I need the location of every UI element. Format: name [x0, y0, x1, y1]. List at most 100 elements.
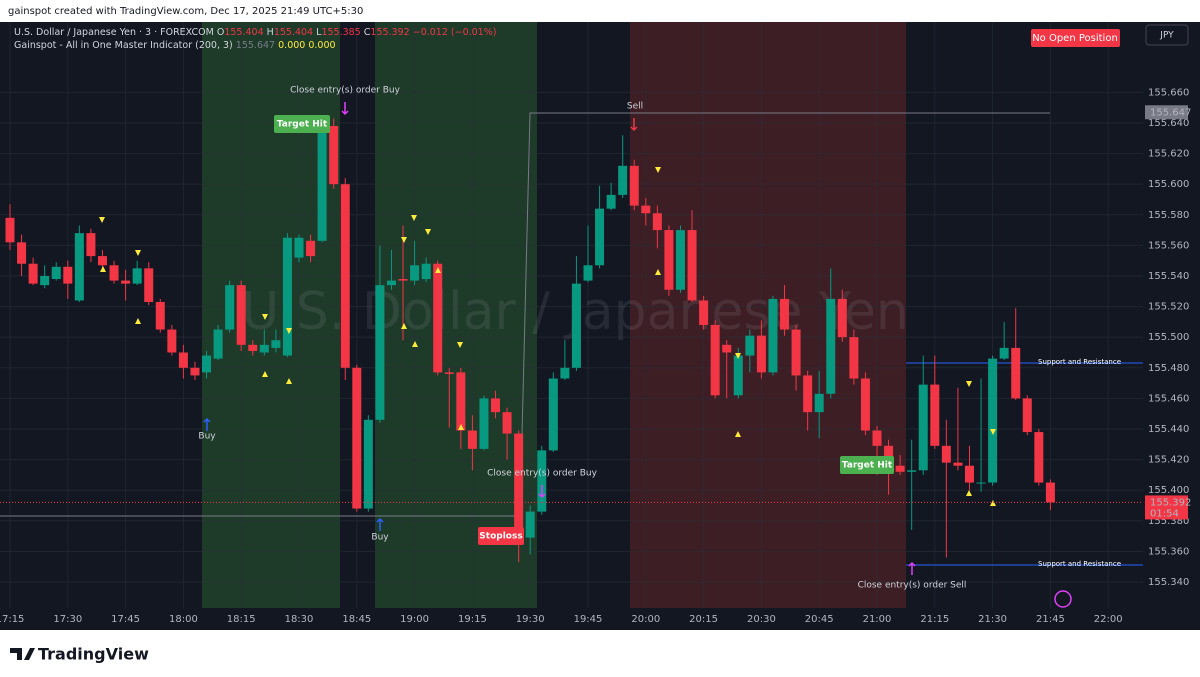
- candle-body: [884, 445, 894, 466]
- candle-body: [467, 430, 477, 449]
- candle-body: [306, 240, 316, 257]
- candle-body: [51, 266, 61, 280]
- c-label: C: [364, 27, 371, 38]
- candle-body: [86, 233, 96, 257]
- candle-body: [872, 430, 882, 446]
- candle-body: [618, 165, 628, 195]
- l-value: 155.385: [321, 27, 360, 38]
- candle-body: [1011, 347, 1021, 399]
- signal-triangle: [966, 490, 972, 496]
- candle-body: [236, 285, 246, 345]
- candle-body: [329, 126, 339, 185]
- x-tick-label: 18:30: [285, 614, 314, 625]
- x-tick-label: 18:15: [227, 614, 256, 625]
- y-tick-label: 155.640: [1148, 118, 1189, 129]
- indicator-value: 155.647: [236, 40, 275, 51]
- y-tick-label: 155.520: [1148, 302, 1189, 313]
- sell-zone: [630, 22, 906, 608]
- x-tick-label: 20:00: [631, 614, 660, 625]
- annotation: Target Hit: [277, 120, 328, 130]
- signal-triangle: [135, 318, 141, 324]
- symbol: U.S. Dollar / Japanese Yen · 3 · FOREXCO…: [14, 27, 214, 38]
- candle-body: [97, 256, 107, 266]
- candle-body: [444, 372, 454, 374]
- candle-body: [849, 337, 859, 379]
- countdown: 01:54: [1150, 508, 1179, 519]
- signal-triangle: [262, 371, 268, 377]
- x-tick-label: 17:45: [111, 614, 140, 625]
- y-tick-label: 155.480: [1148, 363, 1189, 374]
- x-tick-label: 21:15: [920, 614, 949, 625]
- x-tick-label: 17:30: [53, 614, 82, 625]
- signal-triangle: [966, 381, 972, 387]
- candle-body: [606, 194, 616, 209]
- annotation: Support and Resistance: [1038, 560, 1121, 568]
- signal-triangle: [286, 328, 292, 334]
- candle-body: [988, 358, 998, 483]
- x-tick-label: 21:45: [1036, 614, 1065, 625]
- y-tick-label: 155.400: [1148, 485, 1189, 496]
- x-tick-label: 19:15: [458, 614, 487, 625]
- candle-body: [398, 279, 408, 281]
- candle-body: [109, 265, 119, 281]
- signal-triangle: [411, 215, 417, 221]
- y-tick-label: 155.460: [1148, 393, 1189, 404]
- x-tick-label: 21:30: [978, 614, 1007, 625]
- candle-body: [1034, 432, 1044, 483]
- h-value: 155.404: [274, 27, 313, 38]
- candle-body: [964, 465, 974, 483]
- candle-body: [930, 384, 940, 446]
- signal-triangle: [286, 378, 292, 384]
- candle-body: [352, 367, 362, 509]
- brand: TradingView: [38, 645, 149, 664]
- candle-body: [780, 298, 790, 330]
- y-tick-label: 155.620: [1148, 149, 1189, 160]
- candle-body: [525, 511, 535, 538]
- candle-body: [918, 384, 928, 471]
- candle-body: [386, 280, 396, 286]
- candle-body: [629, 165, 639, 206]
- label-box: [478, 527, 524, 545]
- symbol-line: U.S. Dollar / Japanese Yen · 3 · FOREXCO…: [14, 27, 496, 38]
- candle-body: [410, 265, 420, 281]
- candle-body: [722, 344, 732, 353]
- candle-body: [514, 433, 524, 538]
- status: No Open Position: [1032, 33, 1118, 44]
- buy-zone: [375, 22, 537, 608]
- candle-body: [583, 265, 593, 281]
- currency: JPY: [1159, 31, 1174, 41]
- candle-body: [803, 375, 813, 413]
- h-label: H: [267, 27, 274, 38]
- candle-body: [860, 378, 870, 431]
- candle-body: [74, 233, 84, 301]
- signal-arrow: [341, 102, 349, 116]
- annotation: Close entry(s) order Buy: [487, 469, 597, 479]
- candle-body: [675, 230, 685, 290]
- candle-body: [595, 208, 605, 266]
- y-tick-label: 155.340: [1148, 577, 1189, 588]
- annotation: Stoploss: [479, 532, 522, 542]
- candle-body: [745, 335, 755, 356]
- x-tick-label: 18:45: [342, 614, 371, 625]
- x-tick-label: 22:00: [1094, 614, 1123, 625]
- replay-icon[interactable]: [1054, 590, 1072, 608]
- candle-body: [710, 324, 720, 396]
- x-tick-label: 20:45: [805, 614, 834, 625]
- y-tick-label: 155.360: [1148, 546, 1189, 557]
- candle-body: [248, 344, 258, 351]
- y-tick-label: 155.540: [1148, 271, 1189, 282]
- candle-body: [814, 393, 824, 413]
- x-tick-label: 20:30: [747, 614, 776, 625]
- o-value: 155.404: [224, 27, 263, 38]
- candle-body: [479, 398, 489, 449]
- signal-triangle: [458, 424, 464, 430]
- candle-body: [537, 450, 547, 512]
- candle-body: [317, 126, 327, 241]
- signal-triangle: [457, 342, 463, 348]
- indicator-value: 0.000: [308, 40, 335, 51]
- candle-body: [259, 344, 269, 353]
- signal-triangle: [425, 229, 431, 235]
- currency-box[interactable]: [1145, 24, 1189, 46]
- top-bar: [0, 0, 1200, 22]
